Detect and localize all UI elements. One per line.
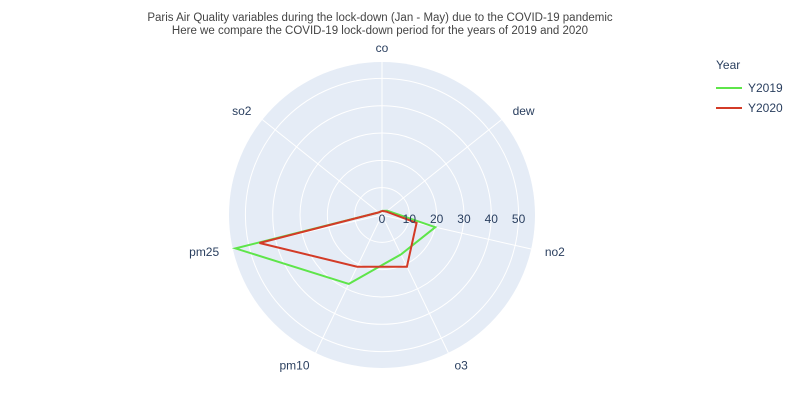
radial-tick-label: 20 <box>430 212 444 226</box>
angular-gridline <box>381 119 502 216</box>
legend-item-y2020[interactable]: Y2020 <box>716 98 783 118</box>
series-line-y2020 <box>259 209 418 268</box>
angular-tick-label: dew <box>513 104 535 118</box>
label-layer: co dew no2 o3 pm10 pm25 so2 0 10 20 30 40 50 <box>189 41 565 372</box>
angular-gridline <box>381 214 532 250</box>
radial-tick-label: 10 <box>403 212 417 226</box>
angular-tick-label: pm25 <box>189 245 219 259</box>
legend-label: Y2019 <box>748 81 783 95</box>
legend-swatch <box>716 87 742 89</box>
legend-swatch <box>716 107 742 109</box>
series-layer <box>231 209 438 285</box>
angular-tick-label: so2 <box>232 104 252 118</box>
title-line-2: Here we compare the COVID-19 lock-down p… <box>171 25 589 37</box>
angular-tick-label: no2 <box>545 245 565 259</box>
legend-items: Y2019 Y2020 <box>716 78 783 118</box>
chart-title: Paris Air Quality variables during the l… <box>0 12 760 38</box>
radial-tick-label: 0 <box>379 212 386 226</box>
legend-item-y2019[interactable]: Y2019 <box>716 78 783 98</box>
angular-tick-label: pm10 <box>280 358 310 372</box>
radial-tick-label: 40 <box>485 212 499 226</box>
legend-title: Year <box>716 58 741 72</box>
title-line-1: Paris Air Quality variables during the l… <box>147 12 613 24</box>
legend-label: Y2020 <box>748 101 783 115</box>
angular-tick-label: o3 <box>454 358 468 372</box>
radial-tick-label: 30 <box>457 212 471 226</box>
radial-tick-label: 50 <box>512 212 526 226</box>
legend: Year Y2019 Y2020 <box>716 58 783 118</box>
angular-tick-label: co <box>376 41 389 55</box>
angular-gridline <box>262 119 383 216</box>
angular-gridline <box>381 214 449 354</box>
